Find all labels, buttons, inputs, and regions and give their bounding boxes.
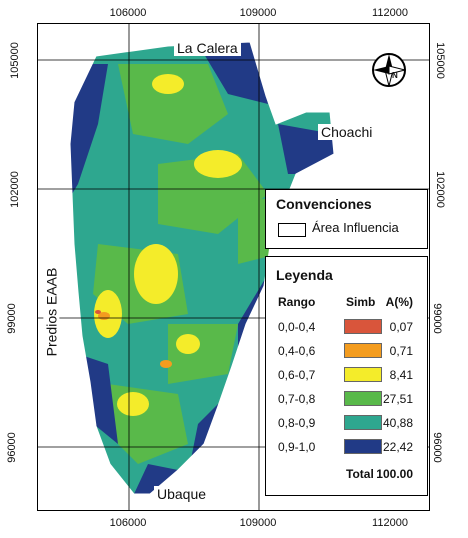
legend-header-range: Rango (278, 295, 316, 309)
legend-range: 0,9-1,0 (278, 440, 316, 454)
legend-percent: 0,71 (389, 344, 413, 358)
place-label-north: La Calera (174, 40, 241, 56)
legend-swatch (344, 319, 382, 334)
legend-percent: 27,51 (382, 392, 413, 406)
north-arrow-icon: N (371, 52, 407, 88)
place-label-south: Ubaque (154, 486, 210, 502)
legend-percent: 8,41 (389, 368, 413, 382)
legend-percent: 40,88 (382, 416, 413, 430)
legend-box: Leyenda Rango Simb A(%) 0,0-0,4 0,07 0,4… (265, 256, 428, 496)
legend-range: 0,8-0,9 (278, 416, 316, 430)
y-tick-right-4: 96000 (430, 432, 443, 463)
legend-swatch (344, 367, 382, 382)
conventions-title: Convenciones (276, 196, 372, 212)
conventions-item-label: Área Influencia (312, 220, 399, 235)
x-tick-top-2: 109000 (239, 7, 277, 19)
legend-percent: 22,42 (382, 440, 413, 454)
conventions-box: Convenciones Área Influencia (265, 189, 428, 249)
y-tick-right-2: 102000 (433, 171, 446, 208)
x-tick-bottom-2: 109000 (239, 517, 277, 529)
legend-percent: 0,07 (389, 320, 413, 334)
legend-row: 0,0-0,4 0,07 (266, 317, 427, 339)
legend-row: 0,7-0,8 27,51 (266, 389, 427, 411)
legend-row: 0,4-0,6 0,71 (266, 341, 427, 363)
legend-row: 0,8-0,9 40,88 (266, 413, 427, 435)
x-tick-bottom-1: 106000 (109, 517, 147, 529)
legend-range: 0,4-0,6 (278, 344, 316, 358)
influence-area-swatch (278, 223, 306, 237)
influence-area-outline (69, 41, 335, 495)
x-tick-bottom-3: 112000 (372, 517, 408, 529)
y-tick-right-1: 105000 (433, 42, 446, 79)
place-label-east: Choachi (318, 124, 376, 140)
legend-swatch (344, 343, 382, 358)
legend-total-value: 100.00 (376, 467, 413, 481)
legend-title: Leyenda (276, 267, 333, 283)
map-frame: La Calera Choachi Ubaque Predios EAAB N … (37, 23, 430, 511)
legend-swatch (344, 391, 382, 406)
north-label: N (392, 71, 398, 80)
legend-range: 0,6-0,7 (278, 368, 316, 382)
legend-row: 0,6-0,7 8,41 (266, 365, 427, 387)
legend-swatch (344, 415, 382, 430)
y-tick-left-2: 102000 (8, 171, 21, 208)
place-label-west: Predios EAAB (43, 264, 60, 360)
x-tick-top-1: 106000 (109, 7, 147, 19)
x-tick-top-3: 112000 (372, 7, 408, 19)
legend-header-symbol: Simb (346, 295, 376, 309)
legend-swatch (344, 439, 382, 454)
legend-range: 0,7-0,8 (278, 392, 316, 406)
legend-row: 0,9-1,0 22,42 (266, 437, 427, 459)
legend-range: 0,0-0,4 (278, 320, 316, 334)
y-tick-right-3: 99000 (430, 303, 443, 334)
legend-header-percent: A(%) (385, 295, 413, 309)
legend-total-label: Total (346, 467, 374, 481)
y-tick-left-3: 99000 (5, 303, 18, 334)
y-tick-left-1: 105000 (8, 42, 21, 79)
y-tick-left-4: 96000 (5, 432, 18, 463)
